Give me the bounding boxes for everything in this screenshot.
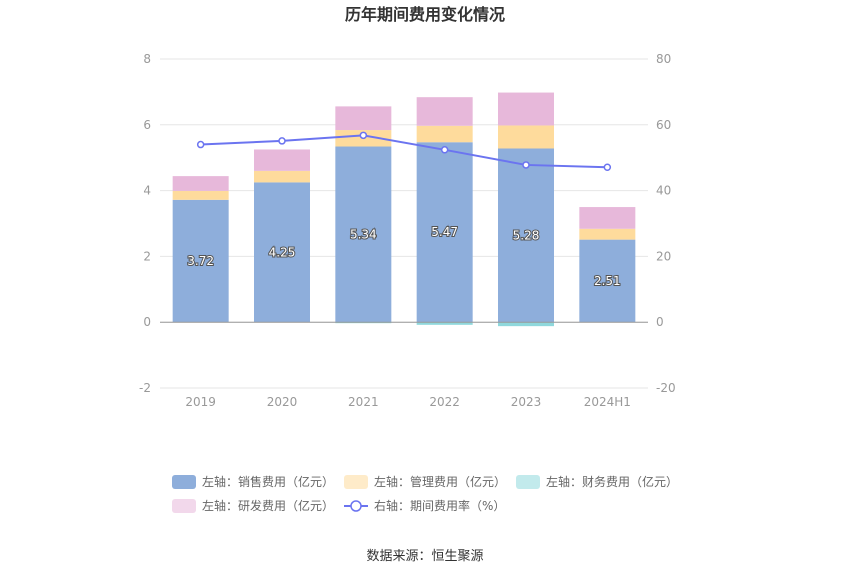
bar-value-label: 5.47	[431, 225, 458, 239]
bar-value-label: 4.25	[269, 245, 296, 259]
bar-segment-1	[498, 148, 554, 323]
legend-label[interactable]: 左轴：销售费用（亿元）	[202, 474, 334, 489]
bar-segment-1	[172, 199, 229, 323]
bar-segment-1	[335, 146, 392, 323]
x-tick-label: 2021	[348, 395, 379, 409]
x-tick-label: 2020	[267, 395, 298, 409]
bar-segment-2	[416, 125, 473, 143]
left-tick-label: 4	[143, 184, 151, 198]
bar-value-label: 5.28	[513, 228, 540, 242]
legend: 左轴：销售费用（亿元） 左轴：管理费用（亿元） 左轴：财务费用（亿元） 左轴：研发费用…	[172, 474, 678, 513]
rate-point	[522, 161, 530, 169]
right-tick-label: 40	[656, 184, 671, 198]
bar-segment-2	[254, 170, 310, 183]
rate-line-group	[196, 131, 612, 171]
bars-group	[172, 92, 636, 327]
left-tick-label: 2	[143, 249, 151, 263]
left-axis-ticks: 8 6 4 2 0 -2	[139, 52, 151, 395]
right-tick-label: 0	[656, 315, 664, 329]
legend-line-marker	[350, 500, 362, 512]
legend-swatch[interactable]	[516, 475, 540, 489]
left-tick-label: -2	[139, 381, 151, 395]
bar-labels-group: 3.72 4.25 5.34 5.47 5.28 2.51	[186, 224, 621, 289]
bar-segment-2	[579, 228, 636, 240]
legend-swatch[interactable]	[172, 499, 196, 513]
x-axis-ticks: 2019 2020 2021 2022 2023 2024H1	[185, 395, 631, 409]
rate-point	[359, 131, 368, 140]
bar-segment-4	[254, 149, 310, 171]
left-tick-label: 0	[143, 315, 151, 329]
right-tick-label: -20	[656, 381, 676, 395]
x-tick-label: 2024H1	[584, 395, 631, 409]
legend-label[interactable]: 左轴：研发费用（亿元）	[202, 498, 334, 513]
legend-label[interactable]: 左轴：管理费用（亿元）	[374, 474, 506, 489]
bar-segment-3	[498, 322, 554, 327]
bar-segment-2	[498, 125, 554, 149]
source-text: 数据来源：恒生聚源	[366, 549, 483, 564]
right-tick-label: 20	[656, 249, 671, 263]
x-tick-label: 2023	[511, 395, 542, 409]
grid-lines	[160, 58, 648, 389]
right-tick-label: 80	[656, 52, 671, 66]
right-tick-label: 60	[656, 118, 671, 132]
x-tick-label: 2022	[429, 395, 460, 409]
bar-segment-1	[254, 182, 310, 323]
rate-point	[278, 137, 286, 145]
legend-label[interactable]: 右轴：期间费用率（%）	[374, 498, 505, 513]
rate-point	[196, 140, 205, 149]
chart-title: 历年期间费用变化情况	[345, 5, 505, 24]
legend-label[interactable]: 左轴：财务费用（亿元）	[546, 474, 678, 489]
legend-swatch[interactable]	[344, 475, 368, 489]
bar-segment-1	[579, 239, 636, 323]
bar-segment-4	[172, 176, 229, 191]
right-axis-ticks: 80 60 40 20 0 -20	[656, 52, 676, 395]
bar-value-label: 3.72	[187, 254, 214, 268]
bar-value-label: 5.34	[350, 227, 377, 241]
bar-segment-1	[416, 142, 473, 323]
bar-segment-4	[498, 92, 554, 126]
bar-segment-4	[335, 106, 392, 131]
x-tick-label: 2019	[185, 395, 216, 409]
left-tick-label: 8	[143, 52, 151, 66]
bar-segment-2	[172, 190, 229, 200]
bar-segment-3	[416, 322, 473, 325]
bar-value-label: 2.51	[594, 274, 621, 288]
bar-segment-4	[579, 207, 636, 229]
left-tick-label: 6	[143, 118, 151, 132]
bar-segment-4	[416, 97, 473, 126]
legend-swatch[interactable]	[172, 475, 196, 489]
rate-point	[603, 163, 612, 171]
rate-line	[200, 134, 608, 169]
rate-point	[440, 146, 449, 154]
